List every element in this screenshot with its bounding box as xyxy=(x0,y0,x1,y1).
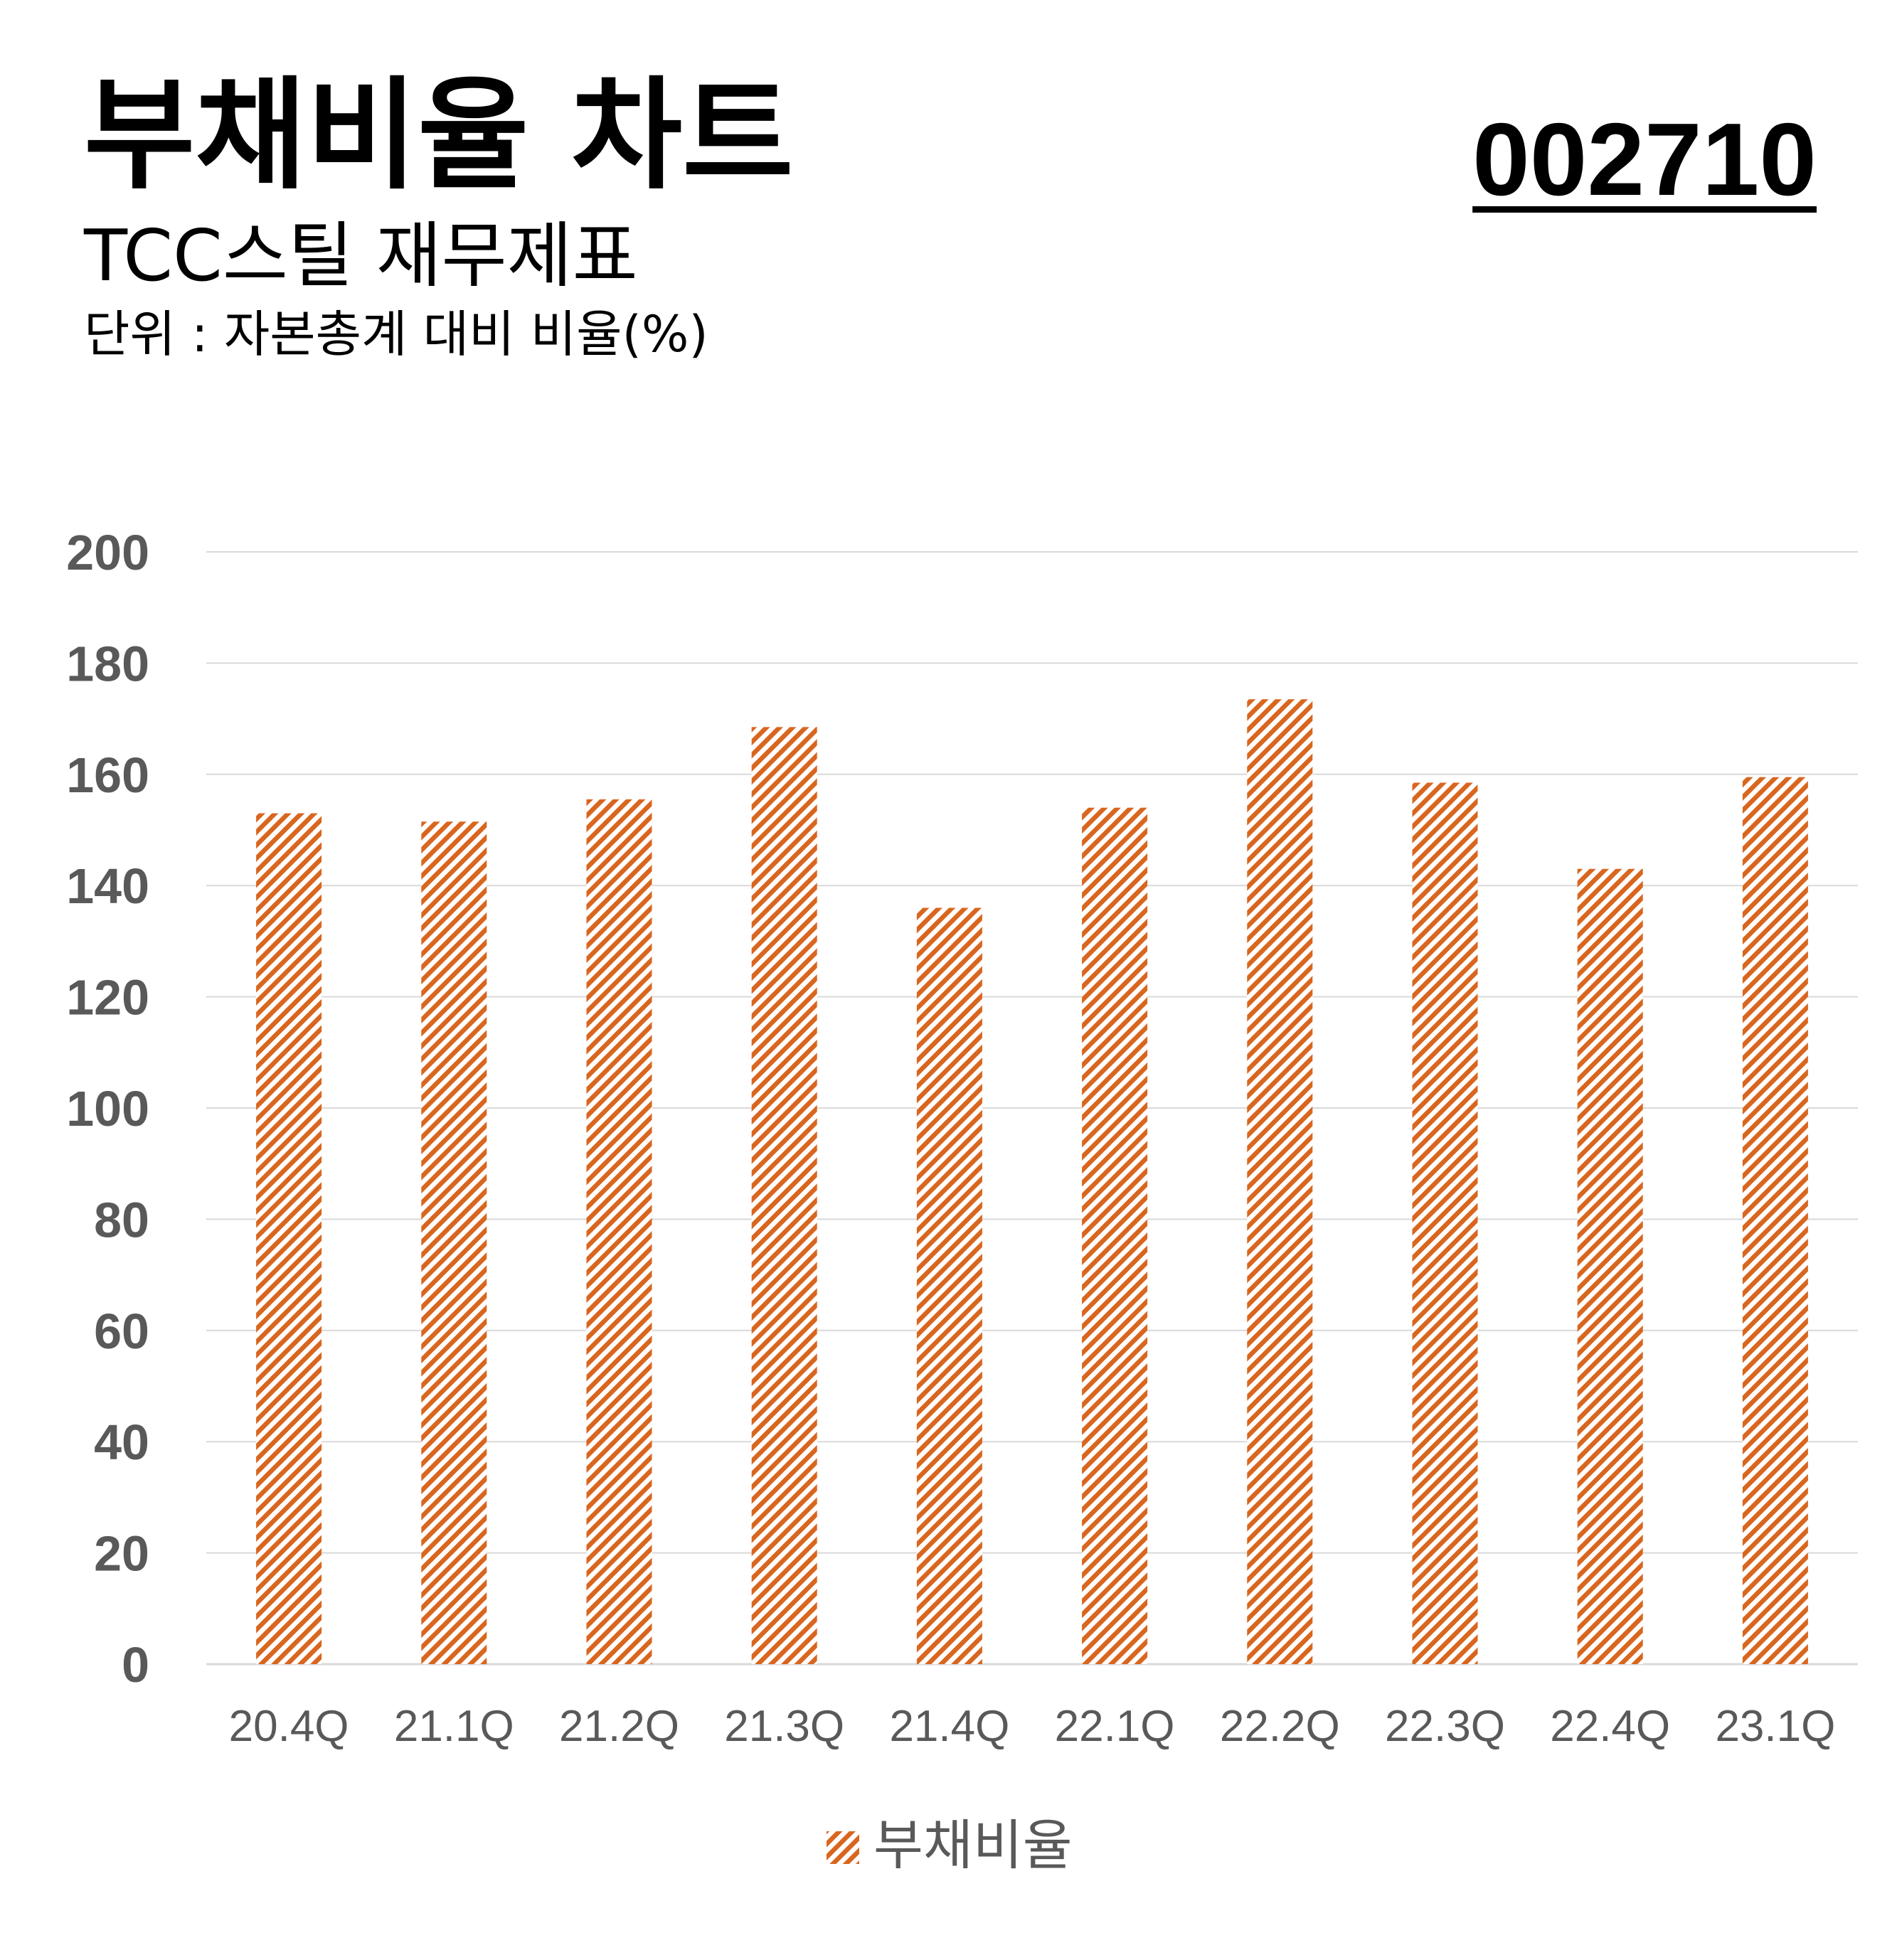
x-tick-label: 22.3Q xyxy=(1385,1702,1505,1751)
bar-21.1Q xyxy=(421,821,487,1664)
stock-code: 002710 xyxy=(1472,102,1817,217)
legend: 부채비율 xyxy=(827,1813,1073,1877)
x-tick-label: 22.2Q xyxy=(1220,1702,1340,1751)
x-tick-label: 21.1Q xyxy=(394,1702,514,1751)
y-tick-label: 80 xyxy=(94,1192,149,1247)
x-tick-label: 21.3Q xyxy=(724,1702,844,1751)
x-tick-label: 21.4Q xyxy=(889,1702,1009,1751)
y-axis: 0 20 40 60 80 100 120 140 160 180 200 xyxy=(66,525,149,1693)
legend-swatch xyxy=(827,1831,859,1864)
y-tick-label: 40 xyxy=(94,1415,149,1470)
chart-subtitle: TCC스틸 재무제표 xyxy=(84,214,638,297)
y-tick-label: 100 xyxy=(66,1081,149,1136)
y-tick-label: 120 xyxy=(66,970,149,1026)
y-tick-label: 180 xyxy=(66,636,149,691)
legend-label: 부채비율 xyxy=(873,1813,1073,1877)
bar-22.1Q xyxy=(1082,807,1148,1664)
bar-23.1Q xyxy=(1742,777,1808,1664)
x-tick-label: 20.4Q xyxy=(229,1702,349,1751)
y-tick-label: 20 xyxy=(94,1526,149,1582)
x-tick-label: 23.1Q xyxy=(1715,1702,1835,1751)
y-tick-label: 200 xyxy=(66,525,149,580)
unit-label: 단위 : 자본총계 대비 비율(%) xyxy=(84,305,708,363)
bar-22.3Q xyxy=(1412,782,1478,1664)
bar-21.4Q xyxy=(916,907,982,1664)
y-tick-label: 0 xyxy=(122,1637,149,1693)
bar-20.4Q xyxy=(256,813,322,1664)
bar-21.3Q xyxy=(751,727,817,1664)
bar-21.2Q xyxy=(586,799,652,1664)
bars xyxy=(256,699,1808,1664)
x-tick-label: 22.4Q xyxy=(1550,1702,1670,1751)
bar-22.4Q xyxy=(1577,868,1643,1664)
x-tick-label: 21.2Q xyxy=(559,1702,679,1751)
y-tick-label: 60 xyxy=(94,1304,149,1359)
y-tick-label: 140 xyxy=(66,858,149,914)
x-tick-label: 22.1Q xyxy=(1055,1702,1175,1751)
bar-22.2Q xyxy=(1247,699,1313,1664)
y-tick-label: 160 xyxy=(66,747,149,803)
chart-title: 부채비율 차트 xyxy=(84,65,794,206)
x-axis: 20.4Q 21.1Q 21.2Q 21.3Q 21.4Q 22.1Q 22.2Q 22.3Q… xyxy=(229,1702,1836,1751)
